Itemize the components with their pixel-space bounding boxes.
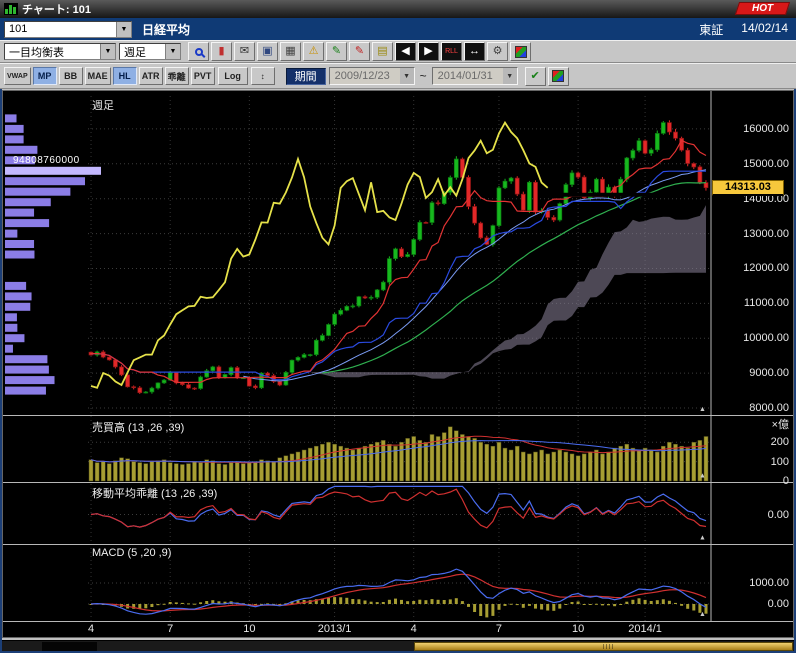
period-label: 期間 bbox=[285, 67, 326, 85]
indicator-toggle-mp[interactable]: MP bbox=[32, 67, 57, 85]
palette2-icon[interactable] bbox=[547, 66, 569, 86]
capture-icon[interactable]: ▣ bbox=[257, 42, 278, 61]
rll-button[interactable]: RLL bbox=[441, 42, 462, 61]
indicator-select[interactable]: 一目均衡表 ▼ bbox=[4, 43, 116, 60]
chevron-down-icon[interactable]: ▼ bbox=[116, 21, 131, 37]
spin-button[interactable]: ↕ bbox=[250, 67, 275, 85]
scrollbar-track-mark bbox=[42, 642, 97, 651]
indicator-toggle-乖離[interactable]: 乖離 bbox=[164, 67, 189, 85]
scroll-left-icon[interactable]: ◀ bbox=[395, 42, 416, 61]
header-row: 101 ▼ 日経平均 東証 14/02/14 bbox=[0, 18, 796, 40]
exchange-label: 東証 bbox=[699, 22, 724, 37]
deviation-panel-title: 移動平均乖離 (13 ,26 ,39) bbox=[92, 488, 218, 500]
palette-icon[interactable] bbox=[510, 42, 531, 61]
volume-at-price-label: 94808760000 bbox=[13, 154, 80, 166]
scroll-right-icon[interactable]: ▶ bbox=[418, 42, 439, 61]
volume-unit-label: ×億 bbox=[771, 419, 789, 431]
indicator-toggle-bb[interactable]: BB bbox=[58, 67, 83, 85]
svg-text:▲: ▲ bbox=[699, 535, 706, 542]
apply-icon[interactable]: ✔ bbox=[524, 66, 546, 86]
chevron-down-icon[interactable]: ▼ bbox=[502, 68, 517, 84]
scrollbar-grip-icon bbox=[603, 644, 616, 649]
date-to-field[interactable]: 2014/01/31 ▼ bbox=[431, 67, 518, 85]
svg-text:▲: ▲ bbox=[699, 406, 706, 413]
indicator-toggle-pvt[interactable]: PVT bbox=[190, 67, 215, 85]
symbol-code: 101 bbox=[9, 23, 28, 35]
window-title: チャート: 101 bbox=[22, 4, 91, 16]
toolbar-indicators: VWAP MP BB MAE HL ATR 乖離 PVT Log ↕ 期間 2009/12/2… bbox=[0, 63, 796, 89]
alert-icon[interactable]: ⚠ bbox=[303, 42, 324, 61]
note-icon[interactable]: ▤ bbox=[372, 42, 393, 61]
last-price-tag: 14313.03 bbox=[712, 179, 784, 196]
date-range-separator: ~ bbox=[419, 69, 427, 83]
volume-panel-title: 売買高 (13 ,26 ,39) bbox=[92, 422, 185, 434]
scrollbar-thumb[interactable] bbox=[413, 642, 793, 651]
pan-icon[interactable]: ↔ bbox=[464, 42, 485, 61]
grid-icon[interactable]: ▦ bbox=[280, 42, 301, 61]
timeframe-select[interactable]: 週足 ▼ bbox=[119, 43, 181, 60]
svg-text:▲: ▲ bbox=[699, 473, 706, 480]
settings-icon[interactable]: ⚙ bbox=[487, 42, 508, 61]
horizontal-scrollbar[interactable] bbox=[2, 640, 794, 651]
pencil-red-icon[interactable]: ✎ bbox=[349, 42, 370, 61]
indicator-toggle-atr[interactable]: ATR bbox=[138, 67, 163, 85]
chevron-down-icon[interactable]: ▼ bbox=[165, 44, 180, 59]
hot-button[interactable]: HOT bbox=[734, 2, 791, 15]
chart-area[interactable]: ▲ ▲ ▲ ▲ 16000.00 15000.00 14000.00 13000.00 120… bbox=[2, 90, 794, 638]
date-from-field[interactable]: 2009/12/23 ▼ bbox=[328, 67, 415, 85]
pencil-green-icon[interactable]: ✎ bbox=[326, 42, 347, 61]
svg-text:▲: ▲ bbox=[699, 611, 706, 618]
indicator-toggle-hl[interactable]: HL bbox=[112, 67, 137, 85]
macd-panel-title: MACD (5 ,20 ,9) bbox=[92, 547, 172, 559]
toolbar-main: 一目均衡表 ▼ 週足 ▼ ▮ ✉ ▣ ▦ ⚠ ✎ ✎ ▤ ◀ ▶ RLL ↔ ⚙ bbox=[0, 40, 796, 63]
timeframe-watermark: 週足 bbox=[92, 100, 114, 112]
indicator-toggle-mae[interactable]: MAE bbox=[84, 67, 111, 85]
date-label: 14/02/14 bbox=[741, 20, 788, 35]
chevron-down-icon[interactable]: ▼ bbox=[399, 68, 414, 84]
symbol-name: 日経平均 bbox=[142, 22, 191, 37]
zoom-icon[interactable] bbox=[188, 42, 209, 61]
chevron-down-icon[interactable]: ▼ bbox=[100, 44, 115, 59]
title-bar[interactable]: チャート: 101 HOT bbox=[0, 0, 796, 18]
symbol-code-select[interactable]: 101 ▼ bbox=[4, 20, 132, 38]
log-scale-button[interactable]: Log bbox=[217, 67, 248, 85]
app-icon bbox=[4, 3, 18, 15]
indicator-toggle-vwap[interactable]: VWAP bbox=[4, 67, 31, 85]
candle-chart-icon[interactable]: ▮ bbox=[211, 42, 232, 61]
mail-icon[interactable]: ✉ bbox=[234, 42, 255, 61]
